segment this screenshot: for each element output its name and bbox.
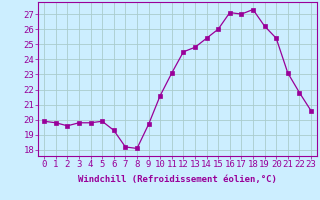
X-axis label: Windchill (Refroidissement éolien,°C): Windchill (Refroidissement éolien,°C) bbox=[78, 175, 277, 184]
